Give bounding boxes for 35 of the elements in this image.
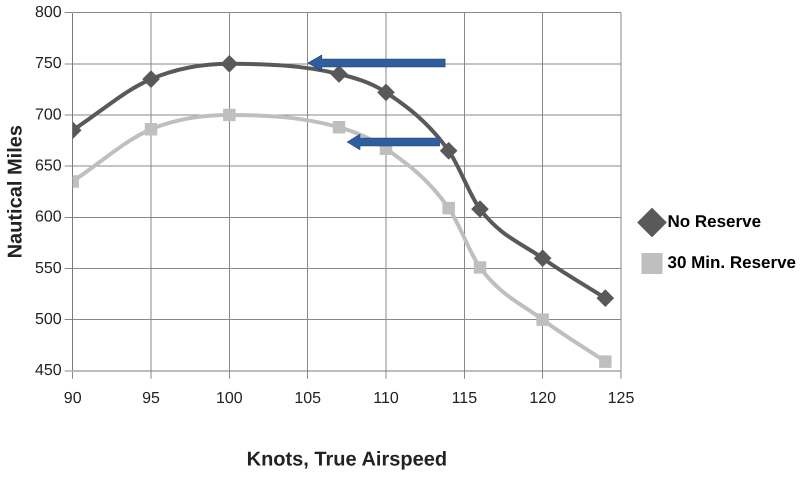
point	[440, 142, 457, 159]
y-tick-label: 650	[34, 158, 62, 175]
point	[331, 66, 348, 82]
x-tick-label: 115	[452, 390, 478, 407]
point	[223, 108, 236, 122]
y-tick-label: 700	[34, 106, 62, 124]
point	[442, 202, 455, 214]
point	[378, 84, 394, 100]
x-tick-label: 100	[216, 390, 243, 407]
point	[332, 120, 346, 134]
y-tick-label: 750	[34, 55, 62, 72]
y-tick-label: 800	[34, 4, 62, 22]
x-tick-label: 110	[373, 390, 399, 407]
point	[597, 290, 614, 306]
y-tick-label: 550	[34, 260, 62, 277]
y-tick-label: 450	[34, 362, 62, 380]
point	[221, 56, 238, 72]
point	[143, 71, 160, 88]
y-axis-title: Nautical Miles	[4, 125, 27, 258]
point	[534, 250, 551, 266]
x-tick-label: 120	[529, 390, 556, 407]
point	[599, 355, 612, 368]
x-tick-label: 90	[64, 390, 82, 407]
point	[144, 123, 158, 136]
x-tick-label: 95	[142, 390, 160, 407]
x-axis-title: Knots, True Airspeed	[246, 448, 448, 471]
point	[472, 201, 488, 218]
y-tick-label: 500	[34, 311, 62, 328]
x-tick-label: 125	[608, 390, 634, 407]
x-tick-label: 105	[294, 390, 322, 407]
y-tick-label: 600	[34, 208, 62, 226]
point	[474, 261, 486, 274]
legend-label: 30 Min. Reserve	[667, 253, 796, 272]
point	[536, 313, 549, 326]
legend-label: No Reserve	[667, 212, 762, 232]
